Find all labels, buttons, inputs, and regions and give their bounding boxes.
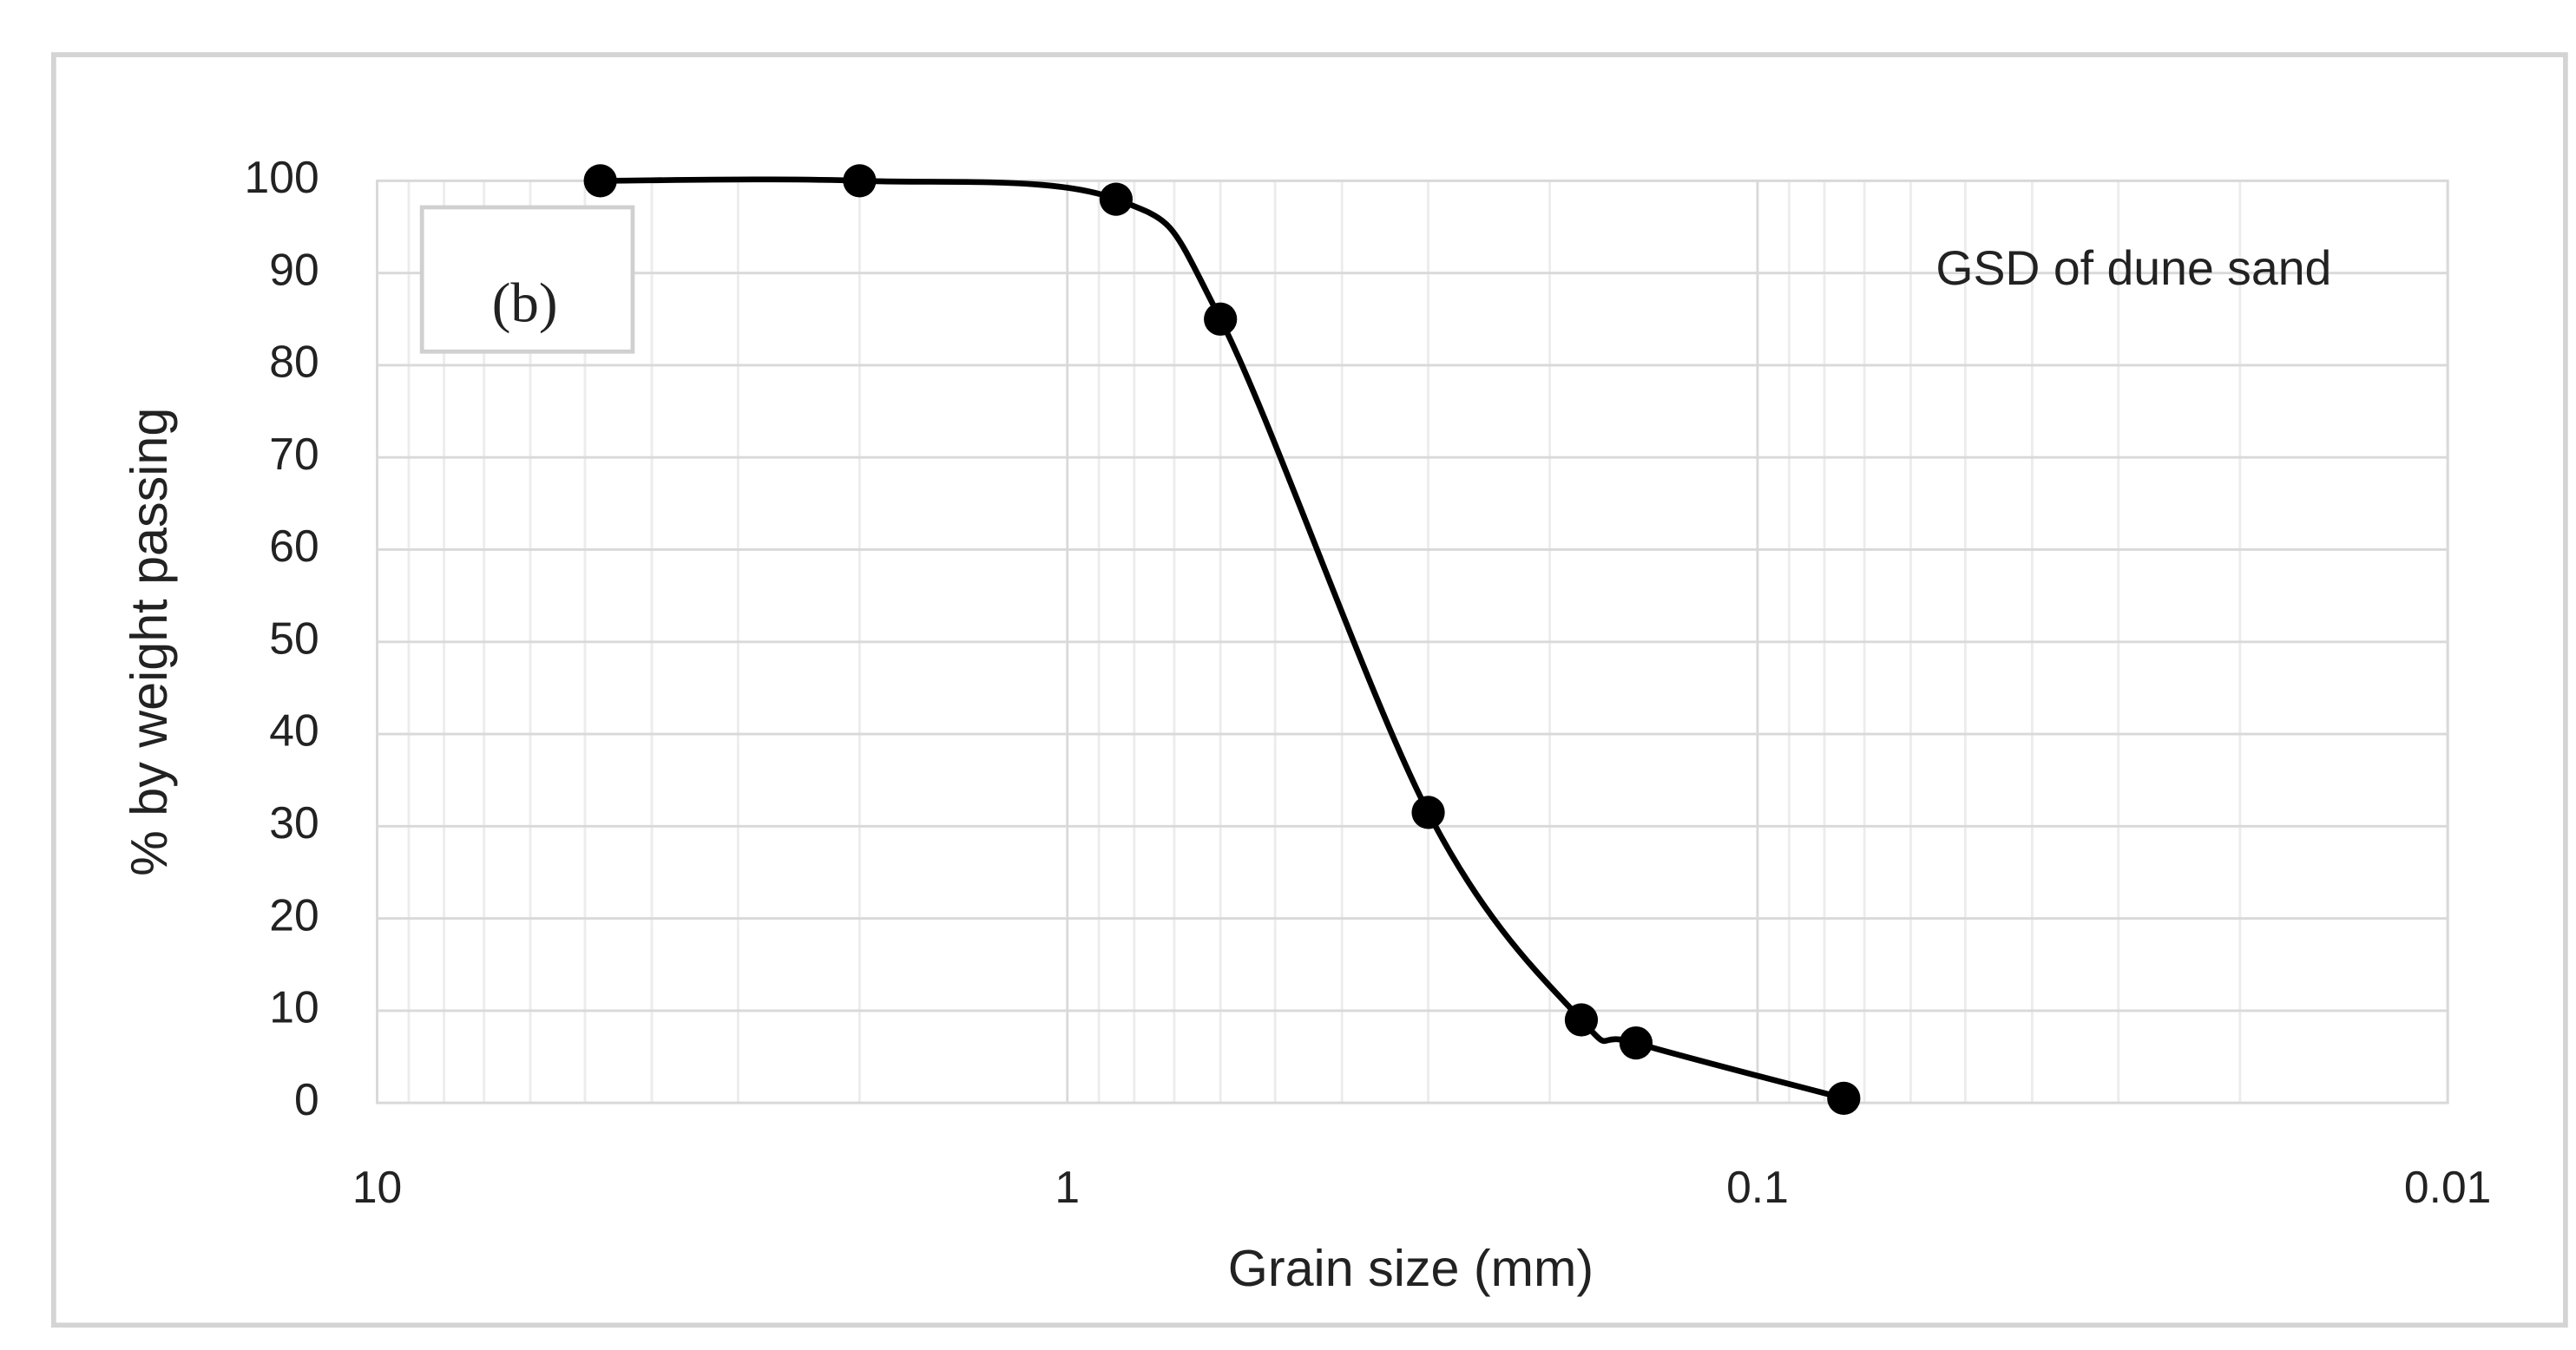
- x-tick-label: 1: [1055, 1162, 1080, 1212]
- data-point: [1411, 796, 1445, 829]
- y-tick-label: 70: [269, 429, 319, 479]
- data-point: [1204, 302, 1238, 336]
- y-tick-label: 30: [269, 797, 319, 848]
- annotation: GSD of dune sand: [1935, 241, 2331, 295]
- y-tick-label: 0: [294, 1074, 319, 1124]
- data-point: [1619, 1026, 1653, 1060]
- data-point: [583, 164, 617, 198]
- y-tick-label: 50: [269, 613, 319, 663]
- data-point: [843, 164, 877, 198]
- x-tick-label: 10: [352, 1162, 402, 1212]
- x-tick-label: 0.01: [2404, 1162, 2491, 1212]
- y-tick-label: 90: [269, 244, 319, 294]
- annotation: (b): [492, 272, 558, 334]
- data-point: [1827, 1081, 1861, 1115]
- data-point: [1099, 182, 1134, 216]
- y-tick-label: 80: [269, 337, 319, 387]
- x-tick-label: 0.1: [1726, 1162, 1789, 1212]
- x-axis-label: Grain size (mm): [1228, 1239, 1594, 1297]
- plot-border: [376, 179, 2449, 1104]
- y-tick-label: 20: [269, 889, 319, 940]
- y-axis-label: % by weight passing: [120, 408, 178, 876]
- y-tick-label: 10: [269, 982, 319, 1032]
- annotation-box: [419, 205, 635, 354]
- y-tick-label: 40: [269, 705, 319, 756]
- data-point: [1564, 1003, 1599, 1037]
- data-line: [600, 176, 1845, 1102]
- y-tick-label: 60: [269, 521, 319, 571]
- y-tick-label: 100: [245, 152, 319, 202]
